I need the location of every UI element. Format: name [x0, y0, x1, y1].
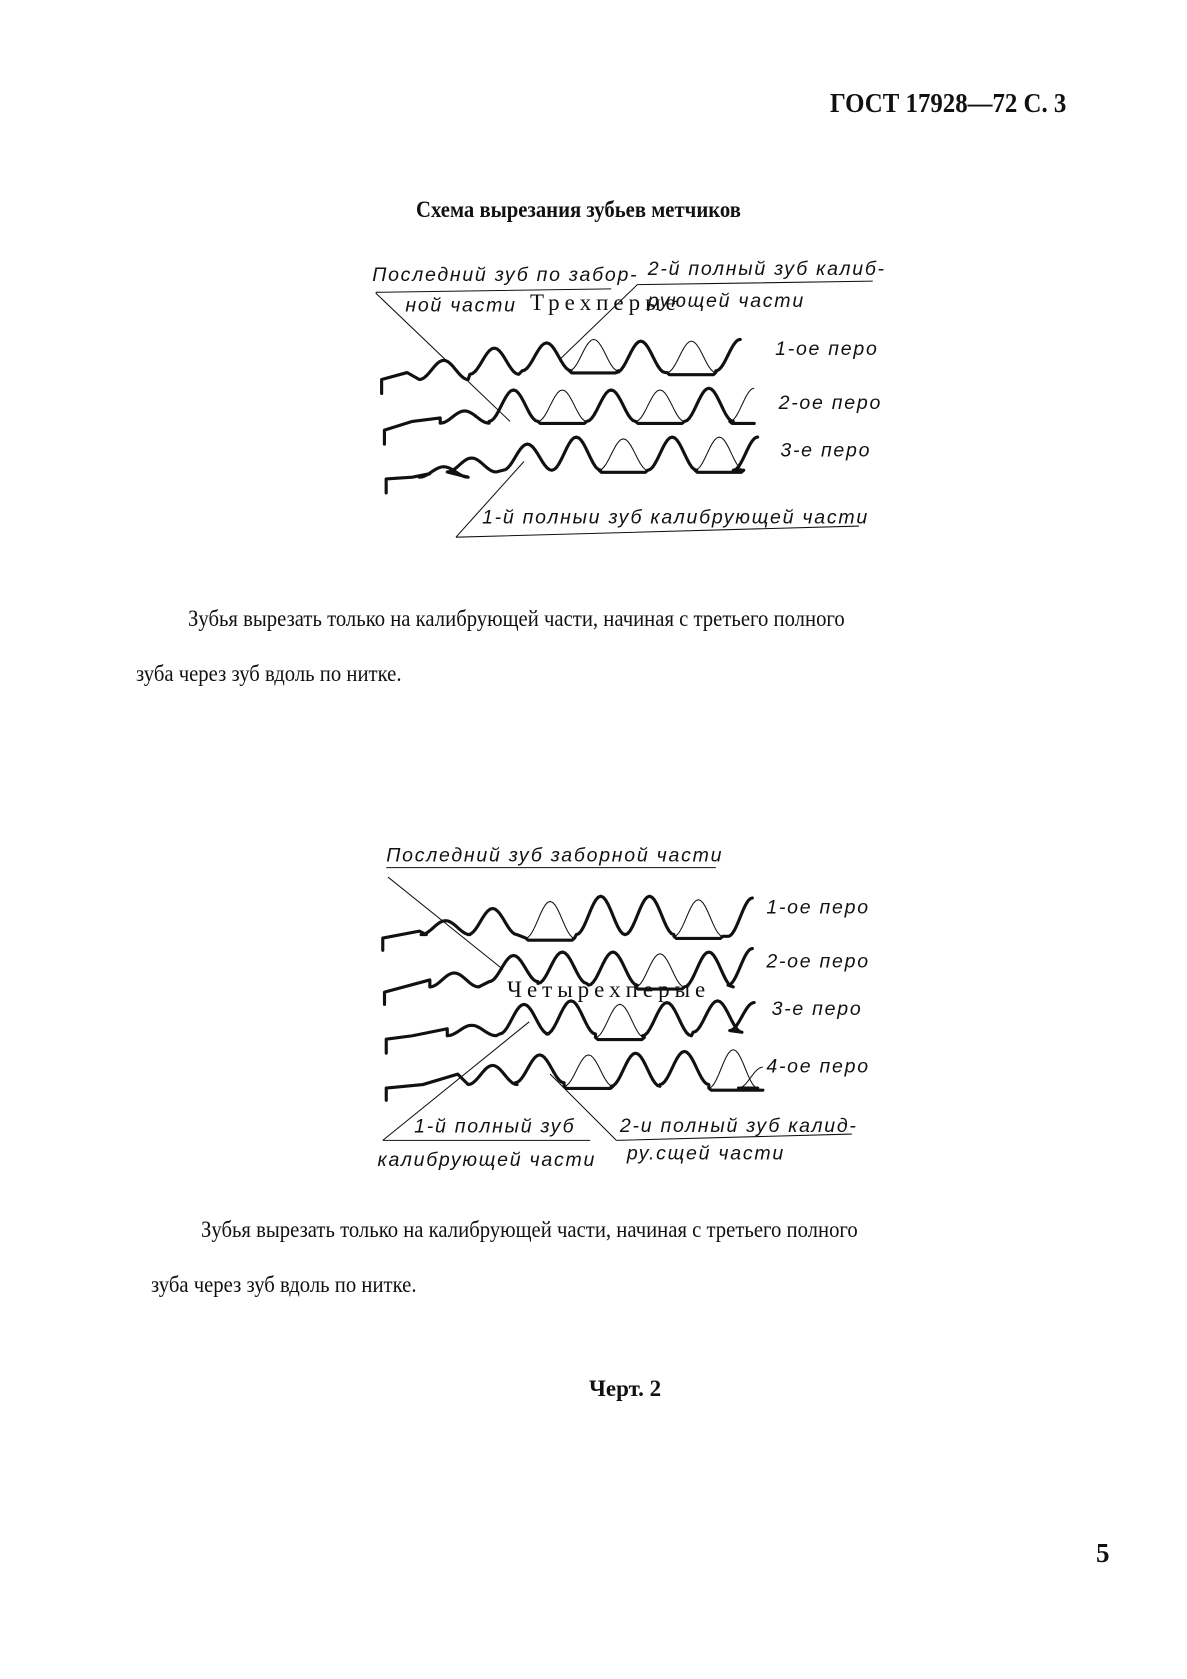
label-land-1: 1-ое перо: [775, 338, 878, 360]
paragraph-line: Зубья вырезать только на калибрующей час…: [201, 1217, 858, 1242]
tooth-profiles: [380, 337, 760, 495]
section-heading-three-land: Трехперые: [530, 290, 681, 315]
removed-tooth-outline: [635, 389, 685, 422]
removed-tooth-outline: [666, 340, 716, 374]
paragraph-line: зуба через зуб вдоль по нитке.: [151, 1272, 417, 1297]
leader-line-first-full: [382, 1021, 591, 1141]
removed-tooth-outline: [738, 1066, 763, 1089]
paragraph-line: Зубья вырезать только на калибрующей час…: [188, 606, 845, 631]
label-second-full-tooth-cont: ру.сщей части: [626, 1143, 785, 1165]
removed-tooth-outline: [537, 389, 587, 422]
label-first-full-tooth: 1-й полныи зуб калибрующей части: [482, 506, 869, 528]
label-land-2: 2-ое перо: [778, 392, 882, 414]
label-first-full-tooth: 1-й полный зуб: [414, 1116, 575, 1138]
label-land-1: 1-ое перо: [766, 897, 869, 919]
page-number: 5: [1096, 1538, 1110, 1568]
paragraph-line: зуба через зуб вдоль по нитке.: [136, 661, 402, 686]
thread-profile: [384, 435, 760, 495]
label-last-tooth-cont: ной части: [405, 295, 516, 317]
three-land-tap-diagram: Последний зуб по забор- ной части 2-й по…: [372, 258, 886, 538]
leader-line-first-full: [455, 461, 859, 538]
thread-profile: [382, 946, 754, 1006]
removed-tooth-outline: [635, 953, 685, 988]
label-second-full-tooth-cont: рующей части: [647, 290, 805, 312]
leader-line-last-tooth: [386, 867, 716, 970]
label-land-3: 3-е перо: [780, 439, 871, 461]
four-land-tap-diagram: Последний зуб заборной части 1-ое перо 2…: [378, 844, 869, 1170]
label-last-tooth: Последний зуб заборной части: [386, 844, 723, 866]
tooth-profiles: [381, 894, 765, 1102]
thread-profile: [384, 1049, 765, 1102]
label-last-tooth: Последний зуб по забор-: [372, 264, 638, 286]
label-second-full-tooth: 2-й полный зуб калиб-: [647, 258, 886, 280]
label-land-4: 4-ое перо: [766, 1055, 869, 1077]
leader-line-last-tooth: [375, 288, 612, 422]
figure-caption: Черт. 2: [589, 1376, 662, 1401]
label-land-3: 3-е перо: [772, 998, 863, 1020]
thread-profile: [384, 999, 756, 1055]
thread-profile: [382, 386, 756, 446]
removed-tooth-outline: [694, 436, 744, 471]
removed-tooth-outline: [563, 1054, 614, 1087]
page-title: Схема вырезания зубьев метчиков: [416, 197, 741, 222]
label-second-full-tooth: 2-и полный зуб калид-: [619, 1115, 858, 1137]
label-first-full-tooth-cont: калибрующей части: [378, 1149, 597, 1170]
leader-line-second-full: [560, 280, 873, 359]
document-header: ГОСТ 17928—72 С. 3: [830, 88, 1067, 118]
removed-tooth-outline: [673, 899, 723, 937]
removed-tooth-outline: [729, 387, 755, 422]
leader-line-second-full: [549, 1073, 852, 1141]
removed-tooth-outline: [708, 1049, 758, 1089]
removed-tooth-outline: [595, 1003, 645, 1038]
thread-profile: [381, 894, 754, 952]
removed-tooth-outline: [569, 338, 619, 372]
removed-tooth-outline: [525, 900, 575, 939]
label-land-2: 2-ое перо: [765, 951, 869, 973]
removed-tooth-outline: [598, 438, 648, 471]
thread-profile: [380, 337, 742, 396]
